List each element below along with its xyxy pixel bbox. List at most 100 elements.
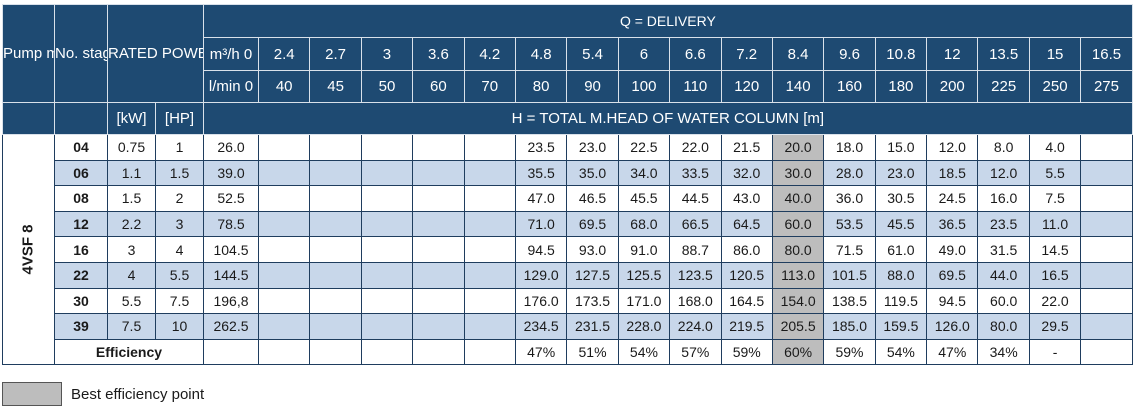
head-cell [412, 313, 465, 340]
head-zero-cell: 78.5 [203, 210, 259, 238]
head-cell: 46.5 [566, 185, 619, 212]
head-cell: 43.0 [720, 185, 773, 212]
head-cell: 14.5 [1028, 236, 1082, 263]
efficiency-row: Efficiency 47% 51% 54% 57% 59% 60% 59% 54% 47% 34%… [3, 338, 1133, 366]
hp-cell: 2 [155, 185, 204, 212]
head-cell: 123.5 [669, 261, 722, 289]
head-cell: 171.0 [617, 287, 671, 315]
efficiency-cell: 51% [566, 338, 619, 366]
head-cell [309, 261, 362, 289]
head-cell: 91.0 [617, 236, 671, 263]
blank-model-subheader [2, 102, 55, 135]
head-cell: 30.0 [771, 159, 825, 187]
head-cell: 119.5 [874, 287, 928, 315]
kw-cell: 1.5 [107, 185, 156, 212]
legend: Best efficiency point [2, 381, 204, 407]
head-cell [1080, 261, 1133, 289]
efficiency-cell: - [1028, 338, 1082, 366]
flow-m3h-header: 7.2 [720, 37, 773, 71]
stages-cell: 30 [54, 287, 108, 315]
hp-cell: 1 [155, 134, 204, 161]
head-cell: 185.0 [823, 313, 876, 340]
table-row: 12 2.2 3 78.5 71.0 69.5 68.0 66.5 64.5 60.0 53.5 45… [3, 210, 1133, 238]
flow-m3h-header: 3.6 [412, 37, 465, 71]
head-cell [257, 134, 311, 161]
head-cell: 22.5 [617, 134, 671, 161]
blank-stages-subheader [54, 102, 108, 135]
head-cell: 11.0 [1028, 210, 1082, 238]
head-cell: 40.0 [771, 185, 825, 212]
head-cell: 12.0 [926, 134, 979, 161]
stages-cell: 04 [54, 134, 108, 161]
flow-m3h-header: 6.6 [669, 37, 722, 71]
best-efficiency-swatch [2, 382, 62, 406]
head-cell: 69.5 [566, 210, 619, 238]
head-cell: 154.0 [771, 287, 825, 315]
head-cell [360, 313, 414, 340]
head-cell [257, 236, 311, 263]
head-cell: 176.0 [514, 287, 568, 315]
flow-m3h-header: 5.4 [566, 37, 619, 71]
head-cell: 138.5 [823, 287, 876, 315]
flow-lmin-header: 70 [463, 70, 516, 103]
head-cell: 88.0 [874, 261, 928, 289]
head-cell [257, 210, 311, 238]
hp-header: [HP] [155, 102, 204, 135]
head-cell [463, 134, 516, 161]
stages-cell: 08 [54, 185, 108, 212]
efficiency-cell [1080, 338, 1133, 366]
stages-cell: 16 [54, 236, 108, 263]
head-cell [360, 210, 414, 238]
head-zero-cell: 26.0 [203, 134, 259, 161]
head-cell: 164.5 [720, 287, 773, 315]
model-name-cell: 4VSF 8 [2, 133, 55, 366]
kw-cell: 3 [107, 236, 156, 263]
flow-m3h-header: 16.5 [1080, 37, 1133, 71]
efficiency-cell: 57% [669, 338, 722, 366]
efficiency-label: Efficiency [54, 338, 204, 366]
head-cell [1080, 236, 1133, 263]
flow-m3h-header: 2.7 [309, 37, 362, 71]
flow-lmin-header: 225 [977, 70, 1030, 103]
head-cell [257, 313, 311, 340]
head-cell: 7.5 [1028, 185, 1082, 212]
head-cell: 129.0 [514, 261, 568, 289]
efficiency-cell [463, 338, 516, 366]
head-cell: 44.0 [977, 261, 1030, 289]
kw-cell: 0.75 [107, 134, 156, 161]
legend-label: Best efficiency point [71, 385, 205, 403]
head-cell [412, 185, 465, 212]
no-stages-header: No. stages [54, 4, 108, 103]
efficiency-cell: 34% [977, 338, 1030, 366]
head-cell [1080, 134, 1133, 161]
head-cell: 45.5 [874, 210, 928, 238]
efficiency-zero-cell [203, 338, 259, 366]
head-cell: 60.0 [977, 287, 1030, 315]
head-cell [1080, 313, 1133, 340]
head-cell: 80.0 [771, 236, 825, 263]
head-cell: 5.5 [1028, 159, 1082, 187]
head-cell [360, 134, 414, 161]
head-cell: 219.5 [720, 313, 773, 340]
head-cell: 64.5 [720, 210, 773, 238]
head-cell: 32.0 [720, 159, 773, 187]
head-cell [360, 287, 414, 315]
head-cell: 49.0 [926, 236, 979, 263]
head-cell: 8.0 [977, 134, 1030, 161]
head-zero-cell: 144.5 [203, 261, 259, 289]
head-cell [309, 159, 362, 187]
head-cell: 4.0 [1028, 134, 1082, 161]
flow-lmin-header: 60 [412, 70, 465, 103]
efficiency-cell [360, 338, 414, 366]
flow-m3h-header: 8.4 [771, 37, 825, 71]
head-cell: 15.0 [874, 134, 928, 161]
kw-cell: 7.5 [107, 313, 156, 340]
m3h-unit: m³/h 0 [203, 37, 259, 71]
kw-cell: 4 [107, 261, 156, 289]
flow-lmin-header: 45 [309, 70, 362, 103]
head-cell: 35.5 [514, 159, 568, 187]
head-cell: 18.0 [823, 134, 876, 161]
flow-lmin-header: 50 [360, 70, 414, 103]
head-zero-cell: 262.5 [203, 313, 259, 340]
head-cell [1080, 210, 1133, 238]
